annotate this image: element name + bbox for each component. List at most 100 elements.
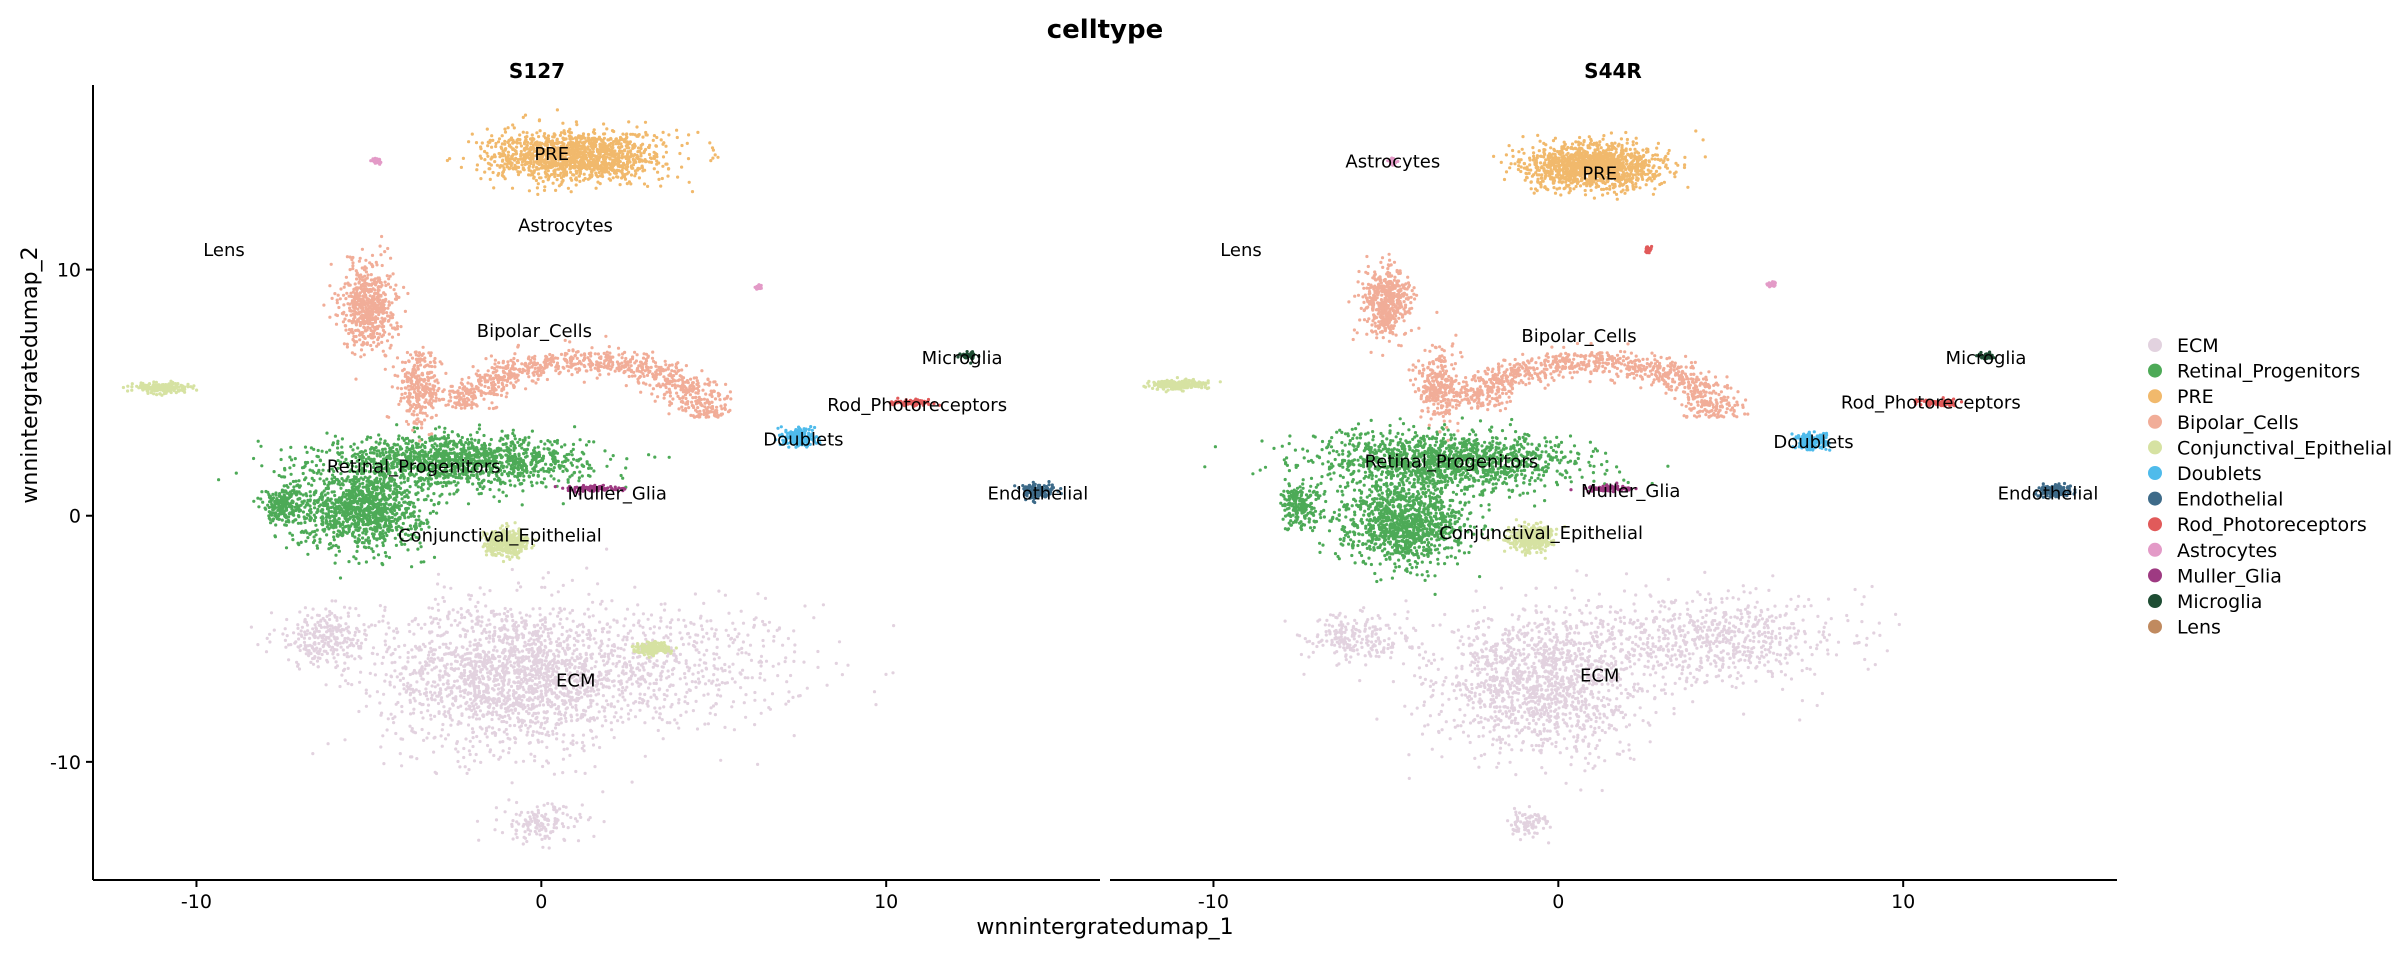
point	[709, 706, 713, 710]
point	[482, 433, 486, 438]
point	[567, 452, 571, 456]
point	[457, 720, 461, 724]
point	[279, 448, 283, 452]
point	[527, 741, 531, 745]
point	[393, 536, 397, 540]
point	[588, 636, 592, 641]
point	[502, 676, 506, 680]
point	[429, 717, 433, 721]
point	[217, 478, 221, 482]
point	[717, 589, 721, 593]
point	[530, 642, 534, 646]
point	[623, 688, 627, 692]
point	[460, 442, 464, 446]
point	[507, 642, 512, 646]
point	[463, 615, 467, 620]
point	[668, 721, 672, 725]
point	[586, 718, 590, 722]
point	[433, 451, 437, 455]
point	[628, 663, 633, 668]
point	[387, 645, 391, 649]
point	[459, 439, 463, 443]
point	[602, 654, 607, 659]
point	[628, 660, 632, 664]
point	[352, 442, 356, 446]
point	[665, 654, 670, 658]
point	[419, 478, 423, 482]
point	[669, 683, 673, 687]
point	[523, 705, 527, 710]
point	[490, 717, 494, 722]
point	[577, 476, 582, 480]
point	[643, 692, 647, 697]
point	[638, 696, 642, 700]
point	[560, 662, 564, 666]
point	[541, 654, 545, 658]
point	[330, 624, 334, 628]
point	[550, 593, 554, 597]
point	[539, 439, 543, 444]
point	[652, 688, 656, 693]
point	[522, 452, 526, 456]
point	[334, 599, 338, 603]
point	[520, 464, 524, 468]
point	[580, 746, 584, 750]
point	[307, 482, 311, 486]
point	[521, 665, 525, 669]
point	[712, 657, 717, 661]
point	[536, 686, 540, 690]
point	[566, 662, 570, 667]
point	[545, 700, 550, 704]
point	[570, 705, 575, 709]
point	[311, 752, 315, 756]
point	[715, 678, 720, 682]
point	[322, 633, 326, 638]
point	[489, 711, 493, 715]
point	[605, 622, 610, 626]
point	[478, 659, 482, 664]
point	[426, 703, 431, 707]
point	[534, 717, 538, 721]
point	[599, 648, 603, 653]
point	[693, 663, 697, 667]
point	[528, 815, 532, 819]
point	[347, 529, 351, 534]
point	[553, 807, 557, 811]
point	[626, 631, 630, 636]
point	[531, 674, 535, 679]
point	[485, 735, 489, 739]
point	[674, 657, 678, 661]
point	[466, 442, 471, 446]
point	[528, 829, 533, 833]
point	[705, 619, 709, 623]
point	[715, 693, 720, 697]
point	[333, 561, 337, 565]
point	[472, 648, 476, 652]
point	[616, 719, 620, 723]
point	[637, 662, 641, 666]
point	[328, 448, 332, 452]
point	[325, 477, 329, 481]
point	[563, 459, 568, 464]
point	[761, 644, 766, 648]
point	[313, 655, 317, 659]
point	[872, 690, 877, 694]
point	[677, 698, 681, 702]
point	[531, 691, 535, 696]
point	[499, 706, 503, 710]
point	[589, 466, 593, 470]
point	[472, 707, 476, 711]
point	[478, 638, 482, 642]
point	[704, 667, 709, 671]
point	[598, 678, 602, 682]
point	[494, 806, 498, 810]
point	[395, 631, 399, 635]
point	[696, 677, 701, 681]
point	[534, 451, 538, 455]
point	[544, 485, 548, 489]
point	[514, 631, 518, 635]
point	[355, 549, 359, 554]
point	[449, 652, 453, 656]
point	[315, 659, 320, 663]
point	[840, 673, 845, 677]
